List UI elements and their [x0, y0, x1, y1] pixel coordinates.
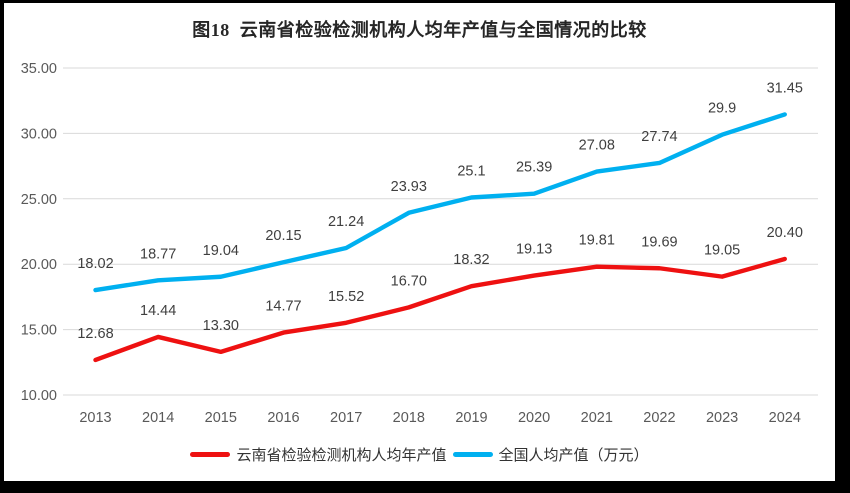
- legend-item-national: 全国人均产值（万元）: [452, 444, 649, 465]
- data-label: 25.39: [516, 160, 552, 176]
- data-label: 29.9: [708, 101, 736, 117]
- chart-title: 图18 云南省检验检测机构人均年产值与全国情况的比较: [192, 20, 647, 40]
- data-label: 18.77: [140, 246, 176, 262]
- data-label: 19.13: [516, 242, 552, 258]
- chart-plot-area: 10.00 15.00 20.00 25.00 30.00 35.00 2013 2014 20…: [21, 61, 818, 426]
- legend-item-yunnan: 云南省检验检测机构人均年产值: [190, 444, 447, 465]
- x-axis-tick-label: 2018: [393, 410, 425, 426]
- national-series-line: [93, 112, 787, 293]
- data-label: 15.52: [328, 289, 364, 305]
- x-axis-tick-label: 2022: [643, 410, 675, 426]
- data-label: 19.81: [579, 233, 615, 249]
- data-label: 18.02: [77, 256, 113, 272]
- national-series-label: 全国人均产值（万元）: [498, 447, 649, 464]
- data-label: 27.08: [579, 138, 615, 154]
- data-label: 18.32: [453, 252, 489, 268]
- x-axis-tick-label: 2024: [769, 410, 801, 426]
- x-axis-tick-label: 2021: [581, 410, 613, 426]
- data-label: 27.74: [641, 129, 677, 145]
- y-axis-tick-label: 10.00: [21, 388, 57, 404]
- yunnan-series-line: [93, 256, 787, 363]
- data-label: 25.1: [457, 163, 485, 179]
- y-axis-tick-label: 25.00: [21, 192, 57, 208]
- yunnan-series-swatch: [190, 452, 231, 457]
- data-label: 19.69: [641, 234, 677, 250]
- data-label: 21.24: [328, 214, 364, 230]
- data-label: 12.68: [77, 326, 113, 342]
- chart-canvas: 图18 云南省检验检测机构人均年产值与全国情况的比较 10.00 15.00 20.…: [4, 3, 835, 481]
- data-label: 20.15: [265, 228, 301, 244]
- x-axis-tick-label: 2019: [455, 410, 487, 426]
- yunnan-series-label: 云南省检验检测机构人均年产值: [236, 447, 447, 464]
- national-series-swatch: [452, 452, 493, 457]
- y-axis-tick-label: 30.00: [21, 126, 57, 142]
- data-label: 20.40: [767, 225, 803, 241]
- y-axis-tick-label: 35.00: [21, 61, 57, 77]
- data-label: 19.05: [704, 243, 740, 259]
- x-axis-tick-label: 2016: [267, 410, 299, 426]
- data-label: 14.77: [265, 299, 301, 315]
- x-axis-tick-label: 2020: [518, 410, 550, 426]
- y-axis-tick-label: 15.00: [21, 323, 57, 339]
- x-axis-tick-label: 2015: [205, 410, 237, 426]
- data-label: 16.70: [391, 273, 427, 289]
- data-label: 31.45: [767, 80, 803, 96]
- data-label: 19.04: [203, 243, 239, 259]
- y-axis-tick-label: 20.00: [21, 257, 57, 273]
- x-axis-tick-label: 2014: [142, 410, 174, 426]
- x-axis-tick-label: 2023: [706, 410, 738, 426]
- data-label: 13.30: [203, 318, 239, 334]
- data-label: 14.44: [140, 303, 176, 319]
- chart-legend: 云南省检验检测机构人均年产值 全国人均产值（万元）: [4, 444, 835, 465]
- x-axis-tick-label: 2017: [330, 410, 362, 426]
- x-axis-tick-label: 2013: [79, 410, 111, 426]
- data-label: 23.93: [391, 179, 427, 195]
